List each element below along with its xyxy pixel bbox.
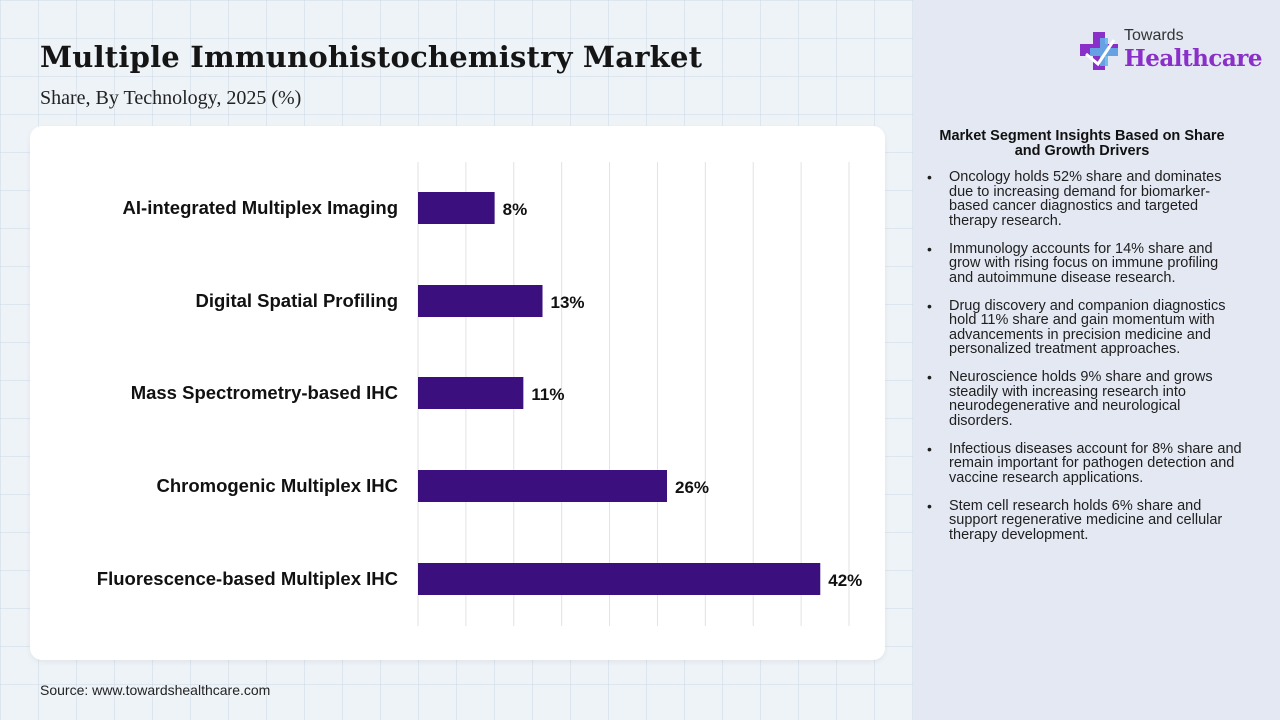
data-label: 11% <box>531 385 564 404</box>
category-label: Digital Spatial Profiling <box>196 290 399 311</box>
brand-logo: Towards Healthcare <box>1080 27 1263 77</box>
data-label: 8% <box>503 200 528 219</box>
data-label: 26% <box>675 478 709 497</box>
data-label: 42% <box>828 571 862 590</box>
chart-card: AI-integrated Multiplex Imaging 8% Digital… <box>30 126 885 660</box>
insight-item: Oncology holds 52% share and dominates d… <box>926 170 1244 228</box>
bar <box>418 377 524 409</box>
insights-list: Oncology holds 52% share and dominates d… <box>926 170 1244 556</box>
category-label: Mass Spectrometry-based IHC <box>131 382 398 403</box>
bar <box>418 470 668 502</box>
page-subtitle: Share, By Technology, 2025 (%) <box>40 87 302 109</box>
source-note: Source: www.towardshealthcare.com <box>40 682 271 698</box>
insight-item: Neuroscience holds 9% share and grows st… <box>926 370 1244 428</box>
category-label: AI-integrated Multiplex Imaging <box>123 197 398 218</box>
logo-text-top: Towards <box>1124 27 1184 44</box>
bar <box>418 563 821 595</box>
insight-item: Infectious diseases account for 8% share… <box>926 441 1244 486</box>
category-label: Fluorescence-based Multiplex IHC <box>97 568 398 589</box>
bar-chart: AI-integrated Multiplex Imaging 8% Digital… <box>97 162 862 626</box>
insight-item: Drug discovery and companion diagnostics… <box>926 298 1244 357</box>
insight-item: Immunology accounts for 14% share and gr… <box>926 241 1244 286</box>
page-title: Multiple Immunohistochemistry Market <box>40 40 703 74</box>
bar <box>418 285 543 317</box>
data-label: 13% <box>551 293 585 312</box>
medical-cross-icon <box>1080 32 1118 70</box>
category-label: Chromogenic Multiplex IHC <box>156 475 398 496</box>
insights-panel <box>913 0 1280 720</box>
logo-text-bottom: Healthcare <box>1124 45 1263 72</box>
bar <box>418 192 495 224</box>
insight-item: Stem cell research holds 6% share and su… <box>926 498 1244 543</box>
insights-title: Market Segment Insights Based on Share a… <box>939 128 1225 159</box>
